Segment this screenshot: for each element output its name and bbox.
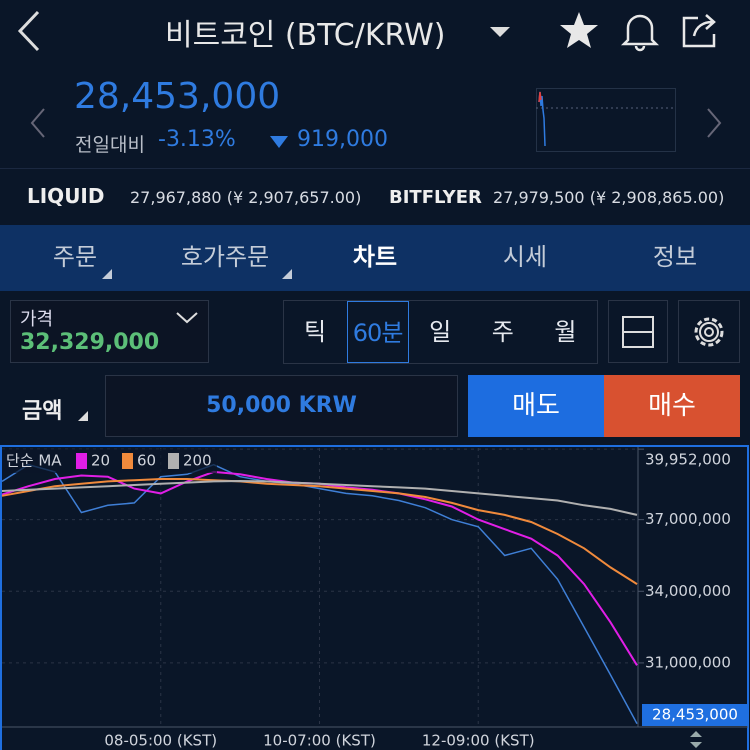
period-group: 틱 60분 일 주 월 bbox=[283, 300, 598, 364]
price-line bbox=[1, 463, 638, 725]
tab[interactable]: 시세 bbox=[502, 243, 548, 271]
divider bbox=[0, 168, 750, 169]
tab-dropdown bbox=[282, 269, 292, 279]
tab-bar bbox=[0, 225, 750, 291]
share-icon[interactable] bbox=[680, 10, 722, 50]
buy-button[interactable]: 매수 bbox=[604, 375, 740, 437]
change-amount: 919,000 bbox=[297, 127, 388, 152]
y-tick-label: 34,000,000 bbox=[645, 582, 731, 600]
scale-icon[interactable] bbox=[690, 731, 702, 748]
last-price-box bbox=[642, 704, 748, 726]
amount-dropdown bbox=[78, 411, 88, 421]
legend-label: 60 bbox=[137, 452, 156, 470]
change-label: 전일대비 bbox=[75, 134, 145, 156]
exchange-price: 27,967,880 (¥ 2,907,657.00) bbox=[130, 188, 362, 207]
period-button[interactable]: 60분 bbox=[346, 301, 409, 363]
tab[interactable]: 호가주문 bbox=[150, 225, 300, 291]
layout-icon bbox=[622, 316, 654, 348]
last-price-label: 28,453,000 bbox=[652, 706, 738, 724]
mini-chart bbox=[536, 88, 676, 152]
x-tick-label: 10-07:00 (KST) bbox=[263, 732, 376, 750]
tab[interactable]: 차트 bbox=[352, 243, 398, 271]
y-tick-label: 31,000,000 bbox=[645, 653, 731, 671]
period-button[interactable]: 주 bbox=[491, 318, 514, 346]
back-button[interactable] bbox=[10, 8, 46, 54]
sell-button[interactable]: 매도 bbox=[468, 375, 604, 437]
favorite-icon[interactable] bbox=[558, 10, 600, 50]
price-select-value: 32,329,000 bbox=[20, 330, 160, 355]
ma-line bbox=[1, 479, 638, 516]
y-tick-label: 37,000,000 bbox=[645, 510, 731, 528]
settings-icon bbox=[694, 317, 724, 347]
exchange-name: LIQUID bbox=[27, 184, 105, 208]
price-select-label: 가격 bbox=[20, 309, 54, 330]
change-percent: -3.13% bbox=[158, 127, 236, 152]
tab[interactable]: 정보 bbox=[652, 243, 698, 271]
tab-dropdown bbox=[102, 269, 112, 279]
exchange-price: 27,979,500 (¥ 2,908,865.00) bbox=[493, 188, 725, 207]
period-button[interactable]: 월 bbox=[554, 318, 577, 346]
settings-button[interactable] bbox=[678, 300, 740, 363]
layout-button[interactable] bbox=[608, 300, 668, 363]
x-tick-label: 08-05:00 (KST) bbox=[104, 732, 217, 750]
legend-swatch bbox=[122, 453, 133, 469]
page-title[interactable]: 비트코인 (BTC/KRW) bbox=[165, 18, 446, 53]
legend-swatch bbox=[76, 453, 87, 469]
legend-bg bbox=[2, 449, 217, 473]
period-button[interactable]: 틱 bbox=[303, 318, 327, 346]
current-price: 28,453,000 bbox=[74, 76, 281, 117]
ma-line bbox=[1, 478, 638, 585]
prev-icon[interactable] bbox=[26, 106, 50, 140]
exchange-name: BITFLYER bbox=[389, 187, 482, 208]
tab[interactable]: 주문 bbox=[0, 225, 150, 291]
alarm-icon[interactable] bbox=[620, 10, 660, 52]
chart-frame bbox=[0, 445, 749, 750]
period-button[interactable]: 일 bbox=[429, 318, 452, 346]
legend-label: 200 bbox=[183, 452, 212, 470]
amount-input[interactable]: 50,000 KRW bbox=[105, 375, 458, 437]
amount-label[interactable]: 금액 bbox=[22, 399, 63, 424]
next-icon[interactable] bbox=[702, 106, 726, 140]
price-chart: 39,952,000 37,000,000 34,000,000 31,000,000… bbox=[0, 445, 749, 750]
legend-label: 20 bbox=[91, 452, 110, 470]
x-tick-label: 12-09:00 (KST) bbox=[422, 732, 535, 750]
down-arrow bbox=[270, 136, 288, 148]
legend-swatch bbox=[168, 453, 179, 469]
dropdown-icon[interactable] bbox=[488, 24, 512, 40]
chevron-down bbox=[176, 312, 198, 324]
price-select[interactable] bbox=[10, 300, 209, 363]
y-tick-label: 39,952,000 bbox=[645, 451, 731, 469]
legend-title: 단순 MA bbox=[6, 452, 62, 470]
